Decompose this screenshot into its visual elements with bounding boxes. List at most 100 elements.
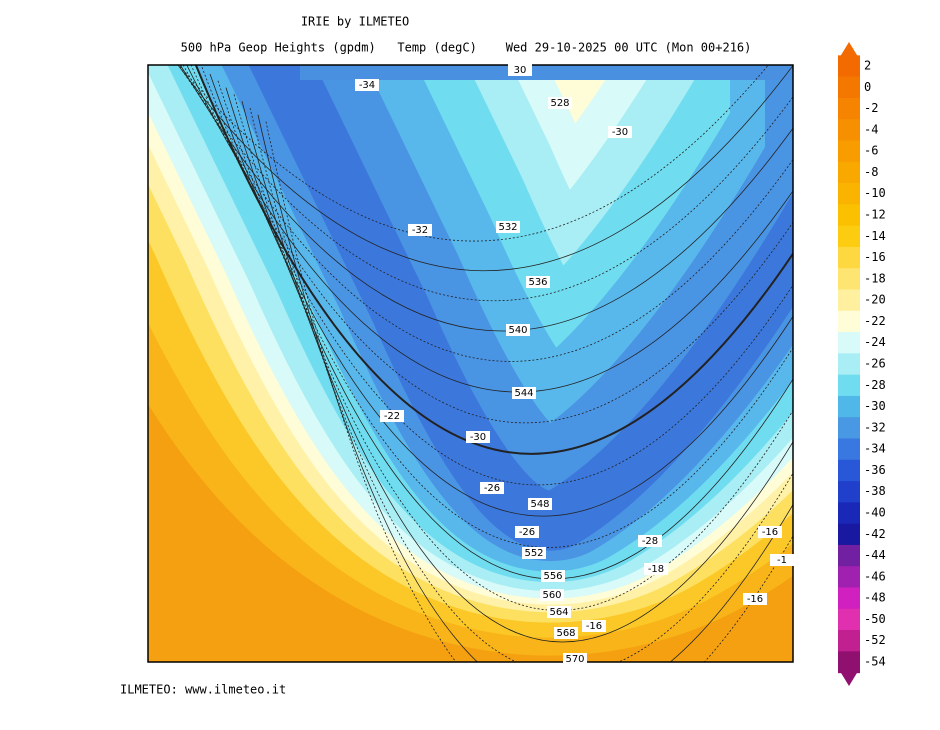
colorbar-swatch: [838, 374, 860, 397]
contour-label-box: [608, 126, 632, 138]
contour-label-box: [508, 64, 532, 76]
colorbar-label: -52: [864, 633, 886, 647]
colorbar-label: -30: [864, 399, 886, 413]
colorbar-label: -14: [864, 229, 886, 243]
contour-label: -28: [642, 536, 658, 547]
contour-label: 528: [550, 98, 569, 109]
contour-label-box: [496, 221, 520, 233]
contour-label: 536: [528, 277, 547, 288]
colorbar-label: -54: [864, 655, 886, 669]
contour-line: [178, 65, 793, 302]
footer: ILMETEO: www.ilmeteo.it: [120, 683, 286, 697]
contour-line: [209, 73, 793, 517]
colorbar-swatch: [838, 332, 860, 354]
contour-label-box: [582, 620, 606, 632]
colorbar-swatch: [838, 608, 860, 631]
colorbar-label: -16: [864, 250, 886, 264]
contour-label: 560: [542, 590, 561, 601]
colorbar-label: -22: [864, 314, 886, 328]
contour-line: [249, 107, 793, 662]
contour-label: 564: [549, 607, 568, 618]
subtitle: 500 hPa Geop Heights (gpdm) Temp (degC) …: [181, 41, 752, 55]
colorbar-swatch: [838, 651, 860, 674]
contour-label-box: [528, 498, 552, 510]
colorbar-swatch: [838, 289, 860, 312]
contour-label: 544: [514, 388, 533, 399]
contour-label: 568: [556, 628, 575, 639]
colorbar-swatch: [838, 97, 860, 120]
colorbar-swatch: [838, 459, 860, 482]
colorbar-label: -40: [864, 506, 886, 520]
contour-line: [178, 65, 769, 242]
colorbar-label: -32: [864, 420, 886, 434]
colorbar-swatch: [838, 502, 860, 525]
contour-label-box: [380, 410, 404, 422]
colorbar-swatch: [838, 183, 860, 205]
contour-line: [179, 65, 793, 332]
colorbar-label: -34: [864, 442, 886, 456]
contour-label-box: [758, 526, 782, 538]
temp-band: [248, 65, 793, 551]
contour-line: [190, 65, 793, 424]
colorbar-label: -44: [864, 548, 886, 562]
colorbar-label: -8: [864, 165, 878, 179]
contour-label: 556: [543, 571, 562, 582]
colorbar-swatch: [838, 523, 860, 546]
map-frame: [147, 64, 794, 663]
contour-label-box: [770, 554, 794, 566]
contour-label-box: [563, 653, 587, 665]
contour-label: 552: [524, 548, 543, 559]
cold-area: [300, 65, 793, 80]
colorbar-swatch: [838, 544, 860, 567]
contour-label: -22: [384, 411, 400, 422]
contour-label-box: [515, 526, 539, 538]
contour-label: 30: [514, 65, 527, 76]
colorbar-swatch: [838, 119, 860, 141]
contour-label-box: [506, 324, 530, 336]
colorbar-label: -46: [864, 569, 886, 583]
colorbar-swatch: [838, 438, 860, 461]
colorbar-label: -36: [864, 463, 886, 477]
colorbar-swatch: [838, 395, 860, 418]
contour-label-box: [541, 570, 565, 582]
contour-line: [186, 65, 793, 393]
contour-label-box: [743, 593, 767, 605]
contour-label-box: [355, 79, 379, 91]
colorbar-swatch: [838, 417, 860, 439]
colorbar-label: -12: [864, 208, 886, 222]
contour-label-box: [540, 589, 564, 601]
colorbar-swatch: [838, 566, 860, 588]
contour-label-box: [522, 547, 546, 559]
colorbar-label: -4: [864, 122, 878, 136]
colorbar-swatch: [838, 140, 860, 163]
contour-label-box: [466, 431, 490, 443]
colorbar-label: -6: [864, 144, 878, 158]
colorbar-label: -48: [864, 591, 886, 605]
contour-label: -1: [777, 555, 787, 566]
colorbar-swatch: [838, 310, 860, 333]
colorbar-swatch: [838, 76, 860, 99]
contour-label: -18: [648, 564, 664, 575]
colorbar-swatch: [838, 481, 860, 503]
contour-label-box: [512, 387, 536, 399]
contour-label: -26: [519, 527, 535, 538]
contour-label-box: [638, 535, 662, 547]
colorbar-label: -42: [864, 527, 886, 541]
contour-label: 548: [530, 499, 549, 510]
contour-label-box: [644, 563, 668, 575]
colorbar-label: -2: [864, 101, 878, 115]
colorbar-label: 2: [864, 59, 871, 73]
colorbar-label: -38: [864, 484, 886, 498]
contour-label: 540: [508, 325, 527, 336]
colorbar-label: -28: [864, 378, 886, 392]
colorbar-swatch: [838, 225, 860, 248]
contour-label: 570: [565, 654, 584, 665]
contour-line: [257, 114, 793, 662]
contour-label-box: [554, 627, 578, 639]
contour-label-box: [547, 606, 571, 618]
title: IRIE by ILMETEO: [301, 15, 409, 29]
contour-label: -32: [412, 225, 428, 236]
colorbar-swatch: [838, 353, 860, 376]
colorbar-swatch: [838, 204, 860, 227]
contour-label: -16: [762, 527, 778, 538]
